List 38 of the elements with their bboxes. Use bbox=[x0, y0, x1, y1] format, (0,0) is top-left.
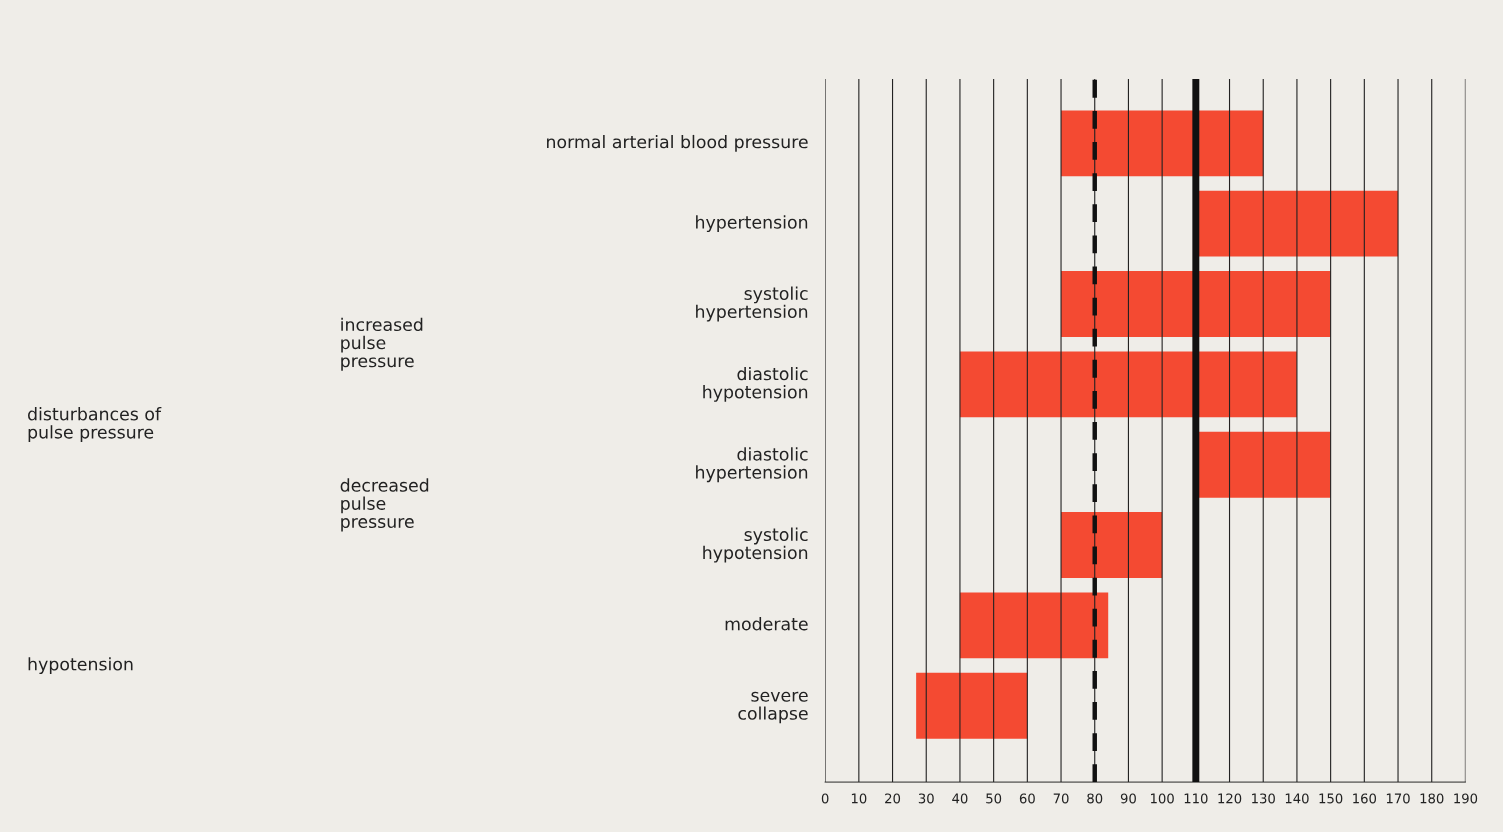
x-tick-label: 10 bbox=[851, 793, 867, 804]
x-tick-label: 30 bbox=[918, 793, 934, 804]
y-tick-label: hypertension bbox=[696, 215, 808, 233]
x-tick-label: 60 bbox=[1019, 793, 1035, 804]
x-tick-label: 140 bbox=[1285, 793, 1309, 804]
x-tick-label: 120 bbox=[1218, 793, 1242, 804]
text: decreased pulse pressure bbox=[340, 478, 429, 532]
x-tick-label: 170 bbox=[1386, 793, 1410, 804]
bar bbox=[959, 351, 1297, 418]
y-tick-label: diastolic hypertension bbox=[696, 447, 808, 483]
bar bbox=[959, 592, 1109, 659]
x-tick-label: 130 bbox=[1252, 793, 1275, 804]
y-tick-label: normal arterial blood pressure bbox=[547, 134, 808, 152]
bar bbox=[916, 672, 1028, 739]
x-tick-label: 80 bbox=[1087, 793, 1103, 804]
x-tick-label: 100 bbox=[1150, 793, 1174, 804]
x-tick-label: 40 bbox=[952, 793, 968, 804]
x-tick-label: 190 bbox=[1454, 793, 1478, 804]
bar bbox=[1061, 512, 1163, 578]
y-tick-label: diastolic hypotension bbox=[703, 366, 808, 402]
y-tick-label: systolic hypotension bbox=[703, 527, 808, 563]
y-tick-label: moderate bbox=[725, 617, 808, 631]
x-tick-label: 150 bbox=[1319, 793, 1343, 804]
bar bbox=[1061, 110, 1264, 177]
x-tick-label: 90 bbox=[1120, 793, 1136, 804]
text: hypotension bbox=[28, 657, 133, 674]
x-tick-label: 50 bbox=[986, 793, 1002, 804]
bar bbox=[1061, 271, 1331, 337]
text: disturbances of pulse pressure bbox=[28, 407, 162, 442]
y-tick-label: systolic hypertension bbox=[696, 286, 808, 322]
x-tick-label: 0 bbox=[821, 793, 829, 804]
x-tick-label: 110 bbox=[1184, 793, 1208, 804]
x-tick-label: 180 bbox=[1420, 793, 1444, 804]
x-tick-label: 70 bbox=[1053, 793, 1069, 804]
text: increased pulse pressure bbox=[341, 317, 423, 371]
y-tick-label: severe collapse bbox=[738, 691, 808, 724]
x-tick-label: 20 bbox=[885, 793, 901, 804]
x-tick-label: 160 bbox=[1353, 793, 1377, 804]
